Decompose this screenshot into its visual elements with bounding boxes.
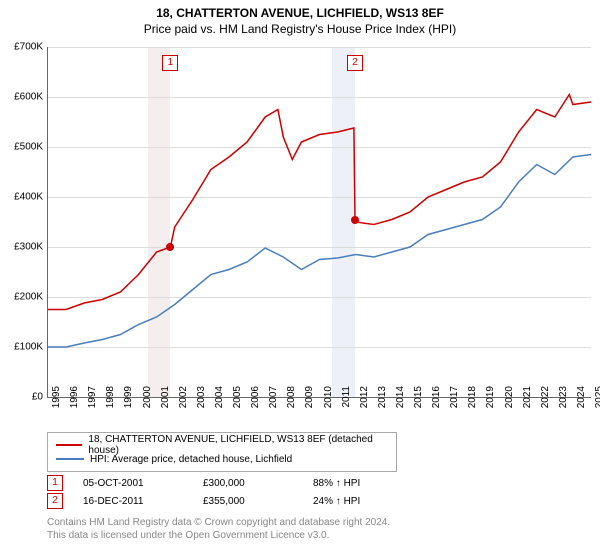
series-hpi	[48, 155, 591, 348]
legend: 18, CHATTERTON AVENUE, LICHFIELD, WS13 8…	[47, 432, 397, 472]
transaction-date: 16-DEC-2011	[83, 496, 203, 507]
chart-lines	[48, 47, 591, 397]
y-axis-label: £500K	[0, 142, 43, 153]
y-axis-label: £700K	[0, 42, 43, 53]
transaction-dot	[351, 216, 359, 224]
transaction-delta: 24% ↑ HPI	[313, 496, 413, 507]
page-subtitle: Price paid vs. HM Land Registry's House …	[0, 22, 600, 36]
legend-swatch	[56, 458, 84, 460]
transaction-row: 1 05-OCT-2001£300,00088% ↑ HPI	[47, 474, 413, 492]
transaction-price: £300,000	[203, 478, 313, 489]
transaction-index-box: 1	[47, 475, 63, 491]
price-chart: £0£100K£200K£300K£400K£500K£600K£700K199…	[47, 47, 590, 397]
series-property	[48, 95, 591, 310]
transaction-index-box: 2	[47, 493, 63, 509]
transaction-marker: 2	[347, 55, 363, 71]
footnote-line: This data is licensed under the Open Gov…	[47, 529, 390, 542]
transaction-date: 05-OCT-2001	[83, 478, 203, 489]
legend-swatch	[56, 444, 82, 446]
y-axis-label: £600K	[0, 92, 43, 103]
transaction-table: 1 05-OCT-2001£300,00088% ↑ HPI 2 16-DEC-201…	[47, 474, 413, 510]
y-axis-label: £400K	[0, 192, 43, 203]
legend-label: HPI: Average price, detached house, Lich…	[90, 454, 292, 465]
y-axis-label: £0	[0, 392, 43, 403]
transaction-row: 2 16-DEC-2011£355,00024% ↑ HPI	[47, 492, 413, 510]
transaction-dot	[166, 243, 174, 251]
page-title: 18, CHATTERTON AVENUE, LICHFIELD, WS13 8…	[0, 6, 600, 20]
y-axis-label: £200K	[0, 292, 43, 303]
footnote-line: Contains HM Land Registry data © Crown c…	[47, 516, 390, 529]
footnote: Contains HM Land Registry data © Crown c…	[47, 516, 390, 542]
transaction-marker: 1	[162, 55, 178, 71]
x-axis-label: 2025	[594, 386, 600, 416]
transaction-delta: 88% ↑ HPI	[313, 478, 413, 489]
y-axis-label: £300K	[0, 242, 43, 253]
transaction-price: £355,000	[203, 496, 313, 507]
y-axis-label: £100K	[0, 342, 43, 353]
legend-row: 18, CHATTERTON AVENUE, LICHFIELD, WS13 8…	[56, 438, 388, 452]
